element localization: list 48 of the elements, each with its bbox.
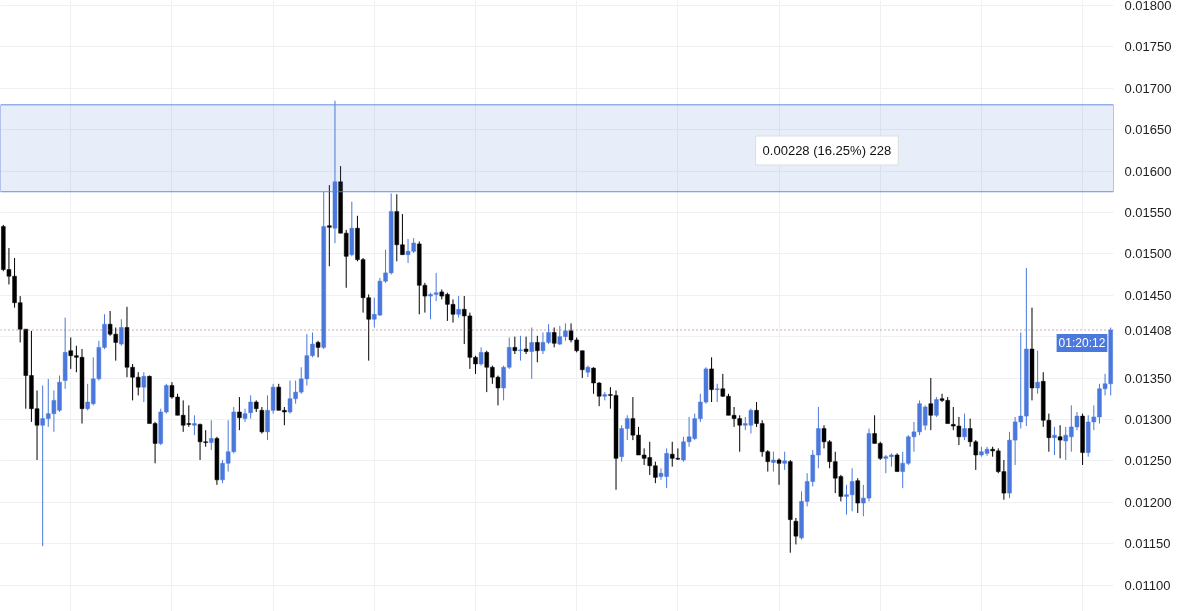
candlestick [192, 414, 197, 436]
y-tick-label: 0.01300 [1124, 411, 1172, 427]
y-tick-label: 0.01350 [1124, 370, 1172, 386]
candlestick [248, 394, 253, 420]
y-tick-label: 0.01250 [1124, 453, 1172, 469]
candlestick [237, 396, 242, 431]
candlestick [1057, 424, 1063, 459]
y-tick-label: 0.01600 [1124, 163, 1172, 179]
y-tick-label: 0.01800 [1124, 0, 1172, 13]
y-tick-label: 0.01550 [1124, 204, 1172, 220]
candlestick [242, 408, 248, 423]
candlestick [141, 371, 147, 403]
candlestick [771, 451, 776, 473]
candlestick [551, 327, 557, 348]
y-tick-label: 0.01650 [1124, 122, 1172, 138]
y-tick-label: 0.01100 [1124, 577, 1171, 593]
candlestick [535, 335, 540, 363]
candlestick [894, 452, 900, 473]
candlestick [259, 406, 265, 434]
candlestick [1052, 426, 1057, 456]
candlestick [782, 451, 787, 471]
candlestick [714, 383, 720, 403]
annotation: 0.00228 (16.25%) 228 [762, 143, 892, 158]
y-tick-label: 0.01150 [1124, 536, 1171, 552]
y-tick-label: 0.01200 [1124, 494, 1172, 510]
candlestick [523, 336, 529, 355]
candlestick [1035, 350, 1040, 395]
candlestick [934, 396, 939, 418]
candlestick [776, 457, 782, 486]
candlestick [209, 419, 214, 451]
y-tick-label: 0.01450 [1124, 287, 1172, 303]
candlestick [478, 346, 484, 367]
candlestick [119, 318, 124, 347]
y-tick-label: 0.01750 [1124, 39, 1172, 55]
ref-line-label: 0.01408 [1124, 322, 1172, 338]
annotation: 01:20:12 [1058, 336, 1106, 351]
candlestick [456, 295, 461, 319]
candlestick [962, 413, 967, 441]
candlestick [855, 477, 860, 514]
candlestick [518, 335, 523, 362]
y-tick-label: 0.01700 [1124, 80, 1172, 96]
candlestick [928, 377, 934, 431]
candlestick [529, 327, 534, 380]
candlestick [709, 356, 714, 403]
candlestick [327, 184, 332, 267]
y-tick-label: 0.01500 [1124, 246, 1172, 262]
candlestick [793, 517, 799, 545]
candlestick [315, 340, 321, 358]
